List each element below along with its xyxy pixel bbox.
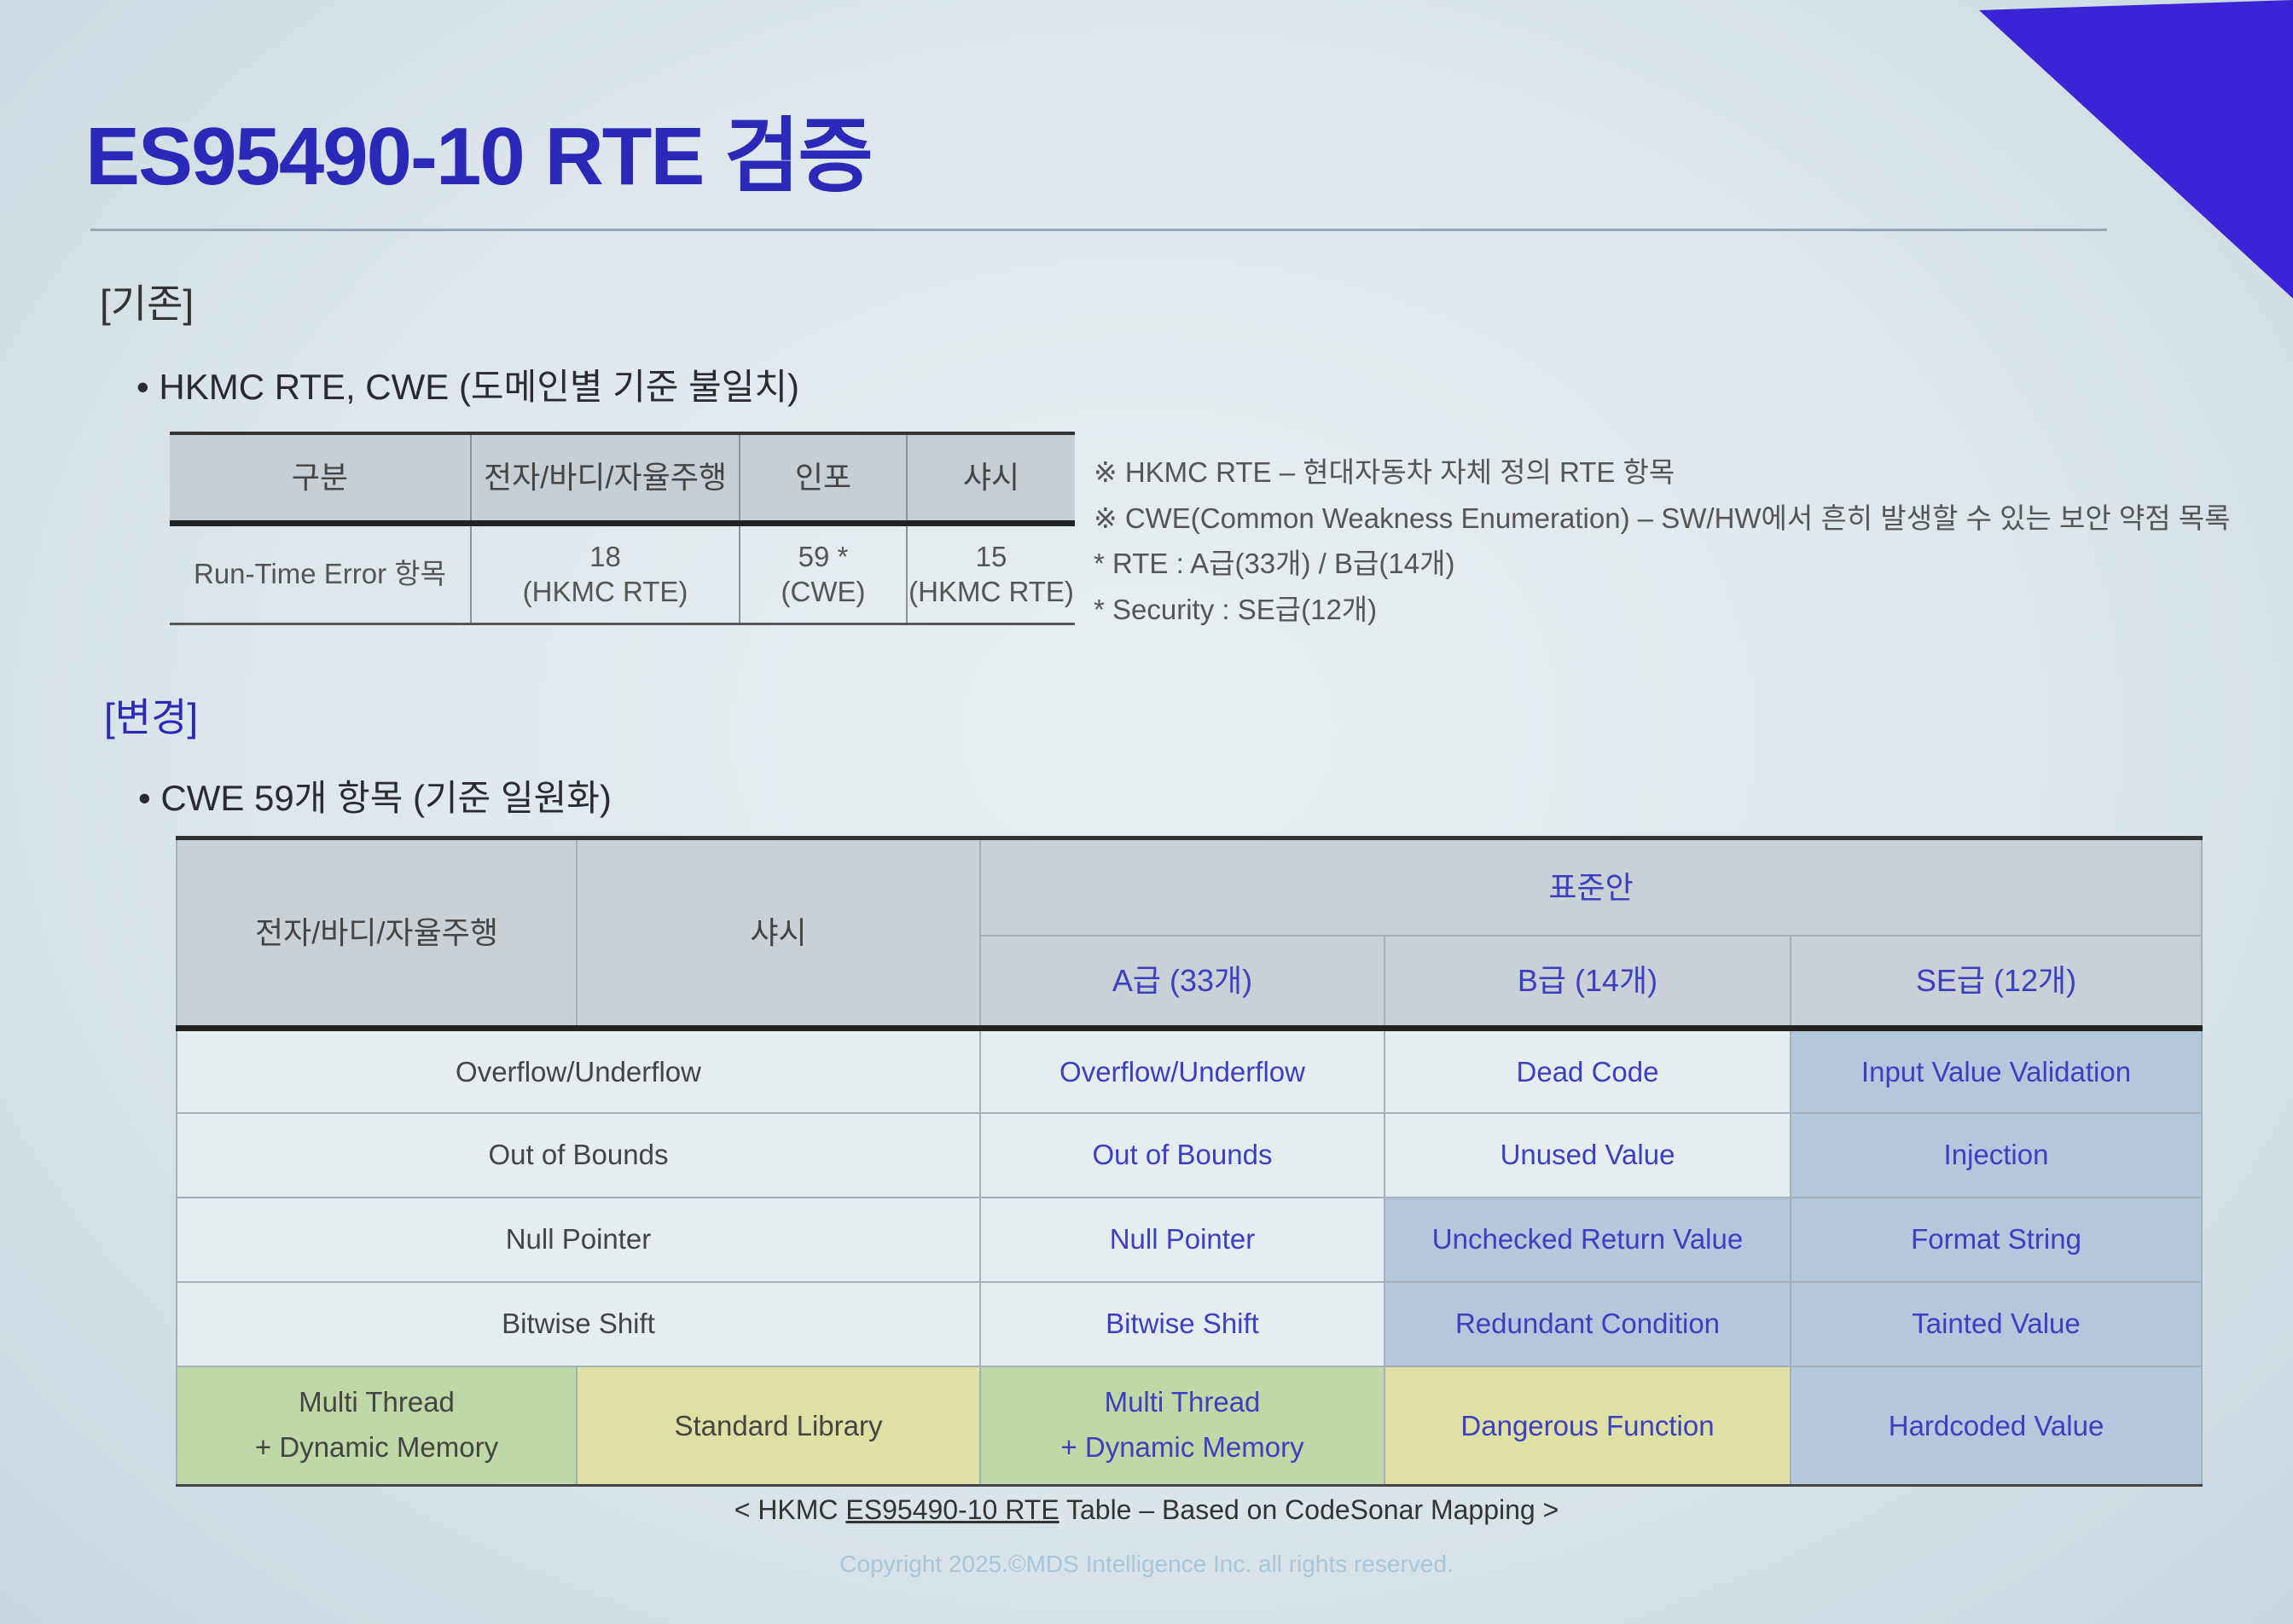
- table-caption: < HKMC ES95490-10 RTE Table – Based on C…: [734, 1494, 1559, 1525]
- cell-b: Unchecked Return Value: [1384, 1196, 1791, 1283]
- table-row: Bitwise Shift Bitwise Shift Redundant Co…: [176, 1280, 2203, 1367]
- changed-table: 전자/바디/자율주행 샤시 표준안 A급 (33개) B급 (14개) SE급 …: [176, 836, 2203, 1487]
- header-chassis: 샤시: [576, 837, 981, 1030]
- table-row: Multi Thread + Dynamic Memory Standard Li…: [176, 1365, 2203, 1487]
- cell-a: Null Pointer: [979, 1196, 1385, 1283]
- note-security: * Security : SE급(12개): [1094, 593, 1378, 625]
- page-title: ES95490-10 RTE 검증: [85, 111, 874, 202]
- cell-chassis: 15 (HKMC RTE): [906, 523, 1075, 625]
- cell-a: Overflow/Underflow: [979, 1027, 1385, 1114]
- table-row: Out of Bounds Out of Bounds Unused Value…: [176, 1111, 2203, 1198]
- table-row: Null Pointer Null Pointer Unchecked Retu…: [176, 1196, 2203, 1283]
- existing-table: 구분 전자/바디/자율주행 인포 샤시 Run-Time Error 항목 18…: [170, 432, 1075, 625]
- cell-standard-library: Standard Library: [576, 1365, 981, 1487]
- cell-a-multithread: Multi Thread + Dynamic Memory: [979, 1365, 1385, 1487]
- section-changed: [변경]: [104, 695, 199, 740]
- bullet-changed-text: CWE 59개 항목 (기준 일원화): [160, 778, 612, 818]
- note-rte: * RTE : A급(33개) / B급(14개): [1094, 548, 1455, 580]
- header-ebd: 전자/바디/자율주행: [470, 432, 740, 526]
- cell-a: Out of Bounds: [979, 1111, 1385, 1198]
- cell-b: Redundant Condition: [1384, 1280, 1791, 1367]
- section-existing: [기존]: [100, 281, 194, 326]
- header-ebd: 전자/바디/자율주행: [176, 837, 578, 1030]
- header-standard: 표준안: [978, 837, 2203, 937]
- note-cwe: ※ CWE(Common Weakness Enumeration) – SW/…: [1094, 502, 2231, 534]
- copyright: Copyright 2025.©MDS Intelligence Inc. al…: [839, 1551, 1454, 1577]
- bullet-existing: • HKMC RTE, CWE (도메인별 기준 불일치): [136, 367, 800, 407]
- cell-left: Bitwise Shift: [176, 1280, 981, 1367]
- note-hkmc: ※ HKMC RTE – 현대자동차 자체 정의 RTE 항목: [1094, 456, 1675, 488]
- decorative-corner-triangle: [1979, 0, 2293, 299]
- bullet-existing-text: HKMC RTE, CWE (도메인별 기준 불일치): [159, 367, 800, 407]
- cell-se: Injection: [1789, 1111, 2203, 1198]
- cell-multithread: Multi Thread + Dynamic Memory: [176, 1365, 578, 1487]
- title-divider: [90, 229, 2107, 231]
- cell-b: Dead Code: [1384, 1027, 1791, 1114]
- table-row: Overflow/Underflow Overflow/Underflow De…: [176, 1027, 2203, 1114]
- header-grade-b: B급 (14개): [1384, 934, 1791, 1030]
- cell-info: 59 * (CWE): [739, 523, 907, 625]
- cell-dangerous-function: Dangerous Function: [1384, 1365, 1791, 1487]
- cell-se: Input Value Validation: [1789, 1027, 2203, 1114]
- cell-left: Out of Bounds: [176, 1111, 981, 1198]
- header-grade-a: A급 (33개): [979, 934, 1385, 1030]
- notes: ※ HKMC RTE – 현대자동차 자체 정의 RTE 항목 ※ CWE(Co…: [1094, 455, 2231, 638]
- cell-left: Null Pointer: [176, 1196, 981, 1283]
- header-category: 구분: [170, 432, 471, 526]
- header-grade-se: SE급 (12개): [1789, 934, 2203, 1030]
- row-label: Run-Time Error 항목: [170, 523, 471, 625]
- cell-left: Overflow/Underflow: [176, 1027, 981, 1114]
- cell-se: Tainted Value: [1789, 1280, 2203, 1367]
- header-chassis: 샤시: [906, 432, 1075, 526]
- cell-a: Bitwise Shift: [979, 1280, 1385, 1367]
- cell-se: Format String: [1789, 1196, 2203, 1283]
- cell-ebd: 18 (HKMC RTE): [470, 523, 740, 625]
- bullet-changed: • CWE 59개 항목 (기준 일원화): [138, 778, 612, 818]
- header-info: 인포: [739, 432, 907, 526]
- cell-hardcoded-value: Hardcoded Value: [1789, 1365, 2203, 1487]
- cell-b: Unused Value: [1384, 1111, 1791, 1198]
